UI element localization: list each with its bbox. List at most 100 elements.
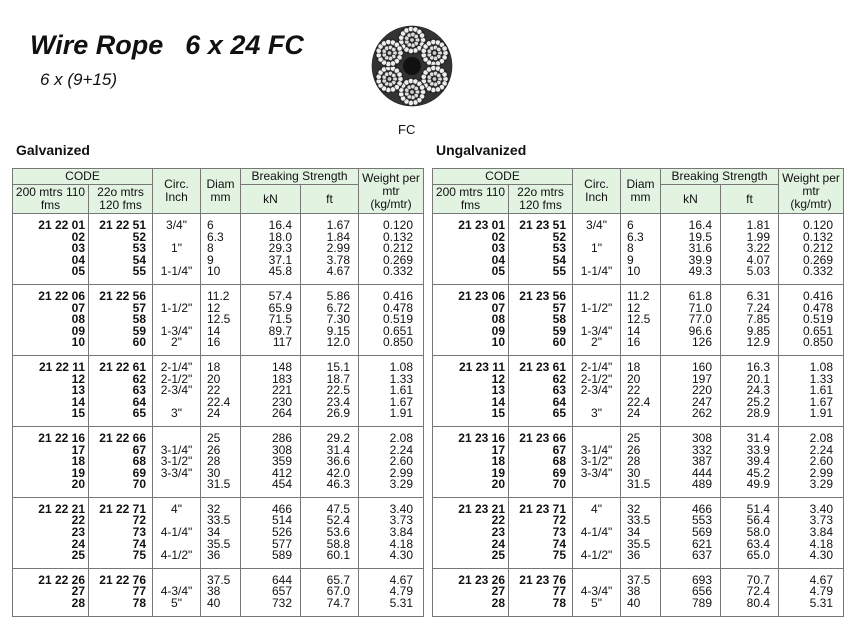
table-cell: 126 xyxy=(660,336,721,356)
table-cell: 21 23 21 xyxy=(432,496,509,516)
table-cell: 637 xyxy=(660,549,721,569)
table-cell: 262 xyxy=(660,407,721,427)
table-cell: 5.03 xyxy=(720,265,779,285)
table-row: 18 68 3-1/2" 28 359 36.6 2.60 xyxy=(12,455,424,468)
table-cell: 3/4" xyxy=(572,212,621,232)
wire xyxy=(391,46,397,52)
table-cell: 21 23 01 xyxy=(432,212,509,232)
table-row: 15 65 3" 24 264 26.9 1.91 xyxy=(12,407,424,427)
table-cell: 2.60 xyxy=(778,455,844,468)
column-header: CODE xyxy=(12,168,153,185)
table-cell: 40 xyxy=(200,597,241,617)
table-cell: 60 xyxy=(508,336,573,356)
table-cell: 37.5 xyxy=(620,567,661,587)
table-cell: 16 xyxy=(200,336,241,356)
table-cell: 49.9 xyxy=(720,478,779,498)
table-cell: 5" xyxy=(572,597,621,617)
table-cell: 40 xyxy=(620,597,661,617)
column-header: CODE xyxy=(432,168,573,185)
table-cell: 78 xyxy=(508,597,573,617)
table-cell: 4.79 xyxy=(358,586,424,599)
table-cell: 49.3 xyxy=(660,265,721,285)
table-cell: 2.08 xyxy=(358,425,424,445)
table-cell: 21 23 66 xyxy=(508,425,573,445)
table-row: 02 52 6.3 19.5 1.99 0.132 xyxy=(432,231,844,244)
table-row: 10 60 2" 16 117 12.0 0.850 xyxy=(12,336,424,356)
table-row: 25 75 4-1/2" 36 637 65.0 4.30 xyxy=(432,549,844,569)
table-cell: 1.08 xyxy=(778,354,844,374)
table-cell: 2.99 xyxy=(778,467,844,480)
table-cell: 4.67 xyxy=(358,567,424,587)
table-row: 12 62 2-1/2" 20 183 18.7 1.33 xyxy=(12,373,424,386)
wire xyxy=(413,33,419,39)
table-cell: 454 xyxy=(240,478,301,498)
table-cell: 46.3 xyxy=(300,478,359,498)
table-cell: 2" xyxy=(572,336,621,356)
table-row: 09 59 1-3/4" 14 89.7 9.15 0.651 xyxy=(12,325,424,338)
table-cell: 25 xyxy=(200,425,241,445)
wire xyxy=(386,76,392,82)
table-cell: 0.416 xyxy=(358,283,424,303)
table-cell: 0.132 xyxy=(778,231,844,244)
table-cell xyxy=(152,479,201,498)
table-cell: 0.850 xyxy=(358,336,424,356)
table-cell: 0.519 xyxy=(778,313,844,326)
table-cell: 10 xyxy=(200,265,241,285)
table-cell: 0.120 xyxy=(778,212,844,232)
wire xyxy=(432,76,438,82)
table-cell: 1.61 xyxy=(778,384,844,397)
table-cell: 65 xyxy=(508,407,573,427)
column-header: Circ. Inch xyxy=(152,168,201,214)
table-cell: 0.850 xyxy=(778,336,844,356)
table-cell: 21 23 26 xyxy=(432,567,509,587)
table-cell: 3.73 xyxy=(778,515,844,528)
table-cell: 0.478 xyxy=(358,302,424,315)
table-cell: 60.1 xyxy=(300,549,359,569)
table-cell: 4.67 xyxy=(778,567,844,587)
table-cell xyxy=(572,425,621,445)
wire xyxy=(441,45,448,52)
table-row: 10 60 2" 16 126 12.9 0.850 xyxy=(432,336,844,356)
table-cell: 6 xyxy=(200,212,241,232)
table-cell: 16.4 xyxy=(240,212,301,232)
table-cell: 0.212 xyxy=(778,242,844,255)
table-cell: 16 xyxy=(620,336,661,356)
table-cell: 21 22 16 xyxy=(12,425,89,445)
table-row: 07 57 1-1/2" 12 71.0 7.24 0.478 xyxy=(432,302,844,315)
table-cell: 0.332 xyxy=(358,265,424,285)
table-cell: 589 xyxy=(240,549,301,569)
table-cell: 45.8 xyxy=(240,265,301,285)
table-cell: 3.84 xyxy=(778,526,844,539)
table-cell: 3" xyxy=(572,407,621,427)
table-cell: 3" xyxy=(152,407,201,427)
column-header: 200 mtrs 110 fms xyxy=(432,184,509,214)
table-row: 09 59 1-3/4" 14 96.6 9.85 0.651 xyxy=(432,325,844,338)
table-cell: 3.73 xyxy=(358,515,424,528)
table-row: 19 69 3-3/4" 30 444 45.2 2.99 xyxy=(432,467,844,480)
table-cell: 21 22 51 xyxy=(88,212,153,232)
column-header: ft xyxy=(720,184,779,214)
column-header: Weight per mtr (kg/mtr) xyxy=(778,168,844,214)
table-row: 28 78 5" 40 732 74.7 5.31 xyxy=(12,597,424,617)
table-cell: 65 xyxy=(88,407,153,427)
spec-table: CODE Circ. Inch Diam mm Breaking Strength We… xyxy=(432,168,844,617)
column-header: Breaking Strength xyxy=(660,168,779,185)
table-row: 23 73 4-1/4" 34 569 58.0 3.84 xyxy=(432,526,844,539)
table-cell: 4-1/2" xyxy=(572,549,621,569)
table-cell: 11.2 xyxy=(620,283,661,303)
table-cell xyxy=(572,283,621,303)
table-cell: 15 xyxy=(432,407,509,427)
table-cell: 15.1 xyxy=(300,354,359,374)
table-row: 21 22 21 21 22 71 4" 32 466 47.5 3.40 xyxy=(12,496,424,516)
table-cell: 80.4 xyxy=(720,597,779,617)
table-cell: 1.08 xyxy=(358,354,424,374)
table-cell: 12.9 xyxy=(720,336,779,356)
table-row: 25 75 4-1/2" 36 589 60.1 4.30 xyxy=(12,549,424,569)
table-cell: 1-1/4" xyxy=(152,265,201,285)
wire xyxy=(391,72,397,78)
wire xyxy=(419,84,425,91)
table-cell: 21 23 56 xyxy=(508,283,573,303)
table-cell: 3.40 xyxy=(358,496,424,516)
table-cell: 732 xyxy=(240,597,301,617)
